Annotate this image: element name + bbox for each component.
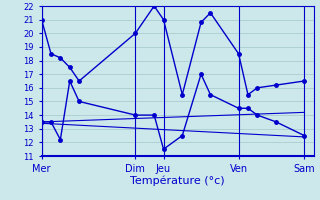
X-axis label: Température (°c): Température (°c): [130, 175, 225, 186]
